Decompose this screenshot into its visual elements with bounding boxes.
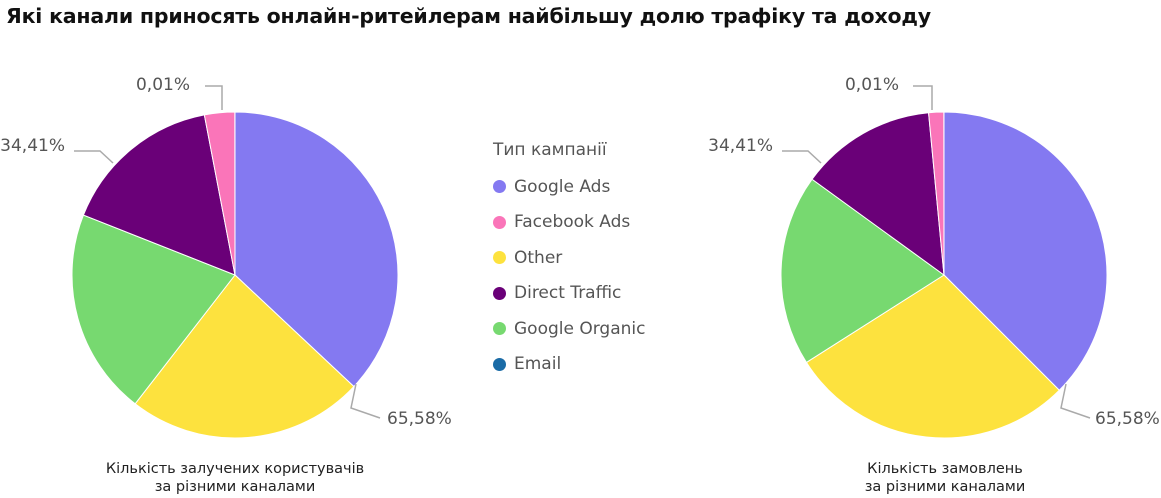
data-label: 34,41% (708, 136, 773, 156)
legend-item-direct-traffic: Direct Traffic (493, 276, 645, 312)
legend-marker (493, 286, 506, 300)
legend-marker (493, 322, 506, 336)
chart-title: Які канали приносять онлайн-ритейлерам н… (6, 4, 931, 28)
legend-item-facebook-ads: Facebook Ads (493, 205, 645, 241)
pie-slice-google-organic (71, 214, 236, 405)
legend-marker (493, 357, 506, 371)
pie-slice-google-ads (943, 111, 1108, 391)
chart-caption-users: Кількість залучених користувачів за різн… (75, 460, 395, 496)
pie-slice-direct-traffic (811, 112, 945, 277)
chart-caption-orders: Кількість замовлень за різними каналами (785, 460, 1105, 496)
legend-label: Google Ads (514, 176, 611, 197)
pie-slice-other (134, 274, 355, 439)
pie-slice-direct-traffic (82, 114, 236, 276)
legend-label: Email (514, 354, 562, 375)
legend-item-google-ads: Google Ads (493, 169, 645, 205)
data-label: 34,41% (0, 136, 65, 156)
caption-line: за різними каналами (154, 479, 316, 495)
data-label-leader-line (74, 150, 114, 164)
data-label: 0,01% (845, 75, 899, 95)
pie-slice-google-ads (234, 111, 399, 388)
legend-item-google-organic: Google Organic (493, 311, 645, 347)
legend-marker (493, 251, 506, 265)
data-label: 0,01% (136, 75, 190, 95)
legend-label: Google Organic (514, 318, 646, 339)
data-label-leader-line (205, 85, 223, 110)
legend-marker (493, 215, 506, 229)
data-label-leader-line (1060, 383, 1091, 419)
legend-marker (493, 180, 506, 194)
legend-item-email: Email (493, 347, 645, 383)
caption-line: за різними каналами (864, 479, 1026, 495)
pie-slice-other (805, 274, 1060, 439)
data-label: 65,58% (1095, 409, 1160, 429)
legend-label: Direct Traffic (514, 283, 622, 304)
data-label-leader-line (782, 150, 822, 164)
caption-line: Кількість залучених користувачів (105, 461, 365, 477)
data-label: 65,58% (387, 409, 452, 429)
data-label-leader-line (913, 85, 933, 110)
legend-item-other: Other (493, 240, 645, 276)
legend-label: Facebook Ads (514, 212, 631, 233)
legend: Тип кампанії Google Ads Facebook Ads Oth… (493, 140, 645, 382)
data-label-leader-line (350, 383, 381, 419)
pie-slice-google-organic (780, 178, 945, 364)
legend-title: Тип кампанії (493, 140, 607, 160)
legend-label: Other (514, 247, 563, 268)
caption-line: Кількість замовлень (867, 461, 1023, 477)
